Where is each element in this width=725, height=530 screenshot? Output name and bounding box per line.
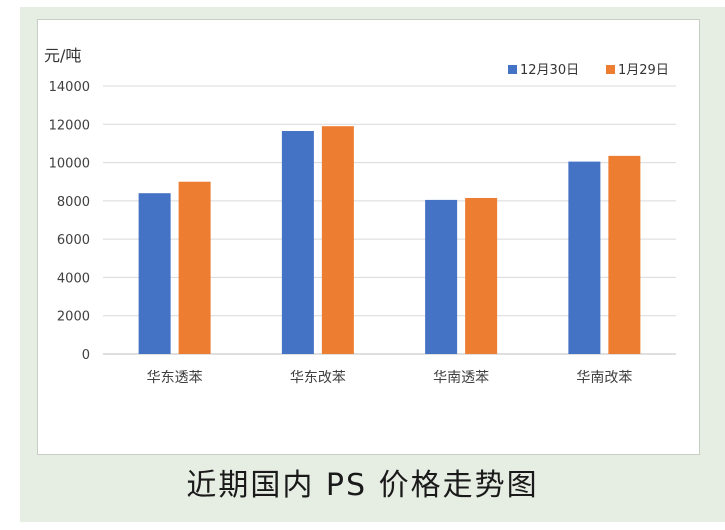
bar [465,197,498,354]
legend-swatch [508,65,517,74]
bar [138,193,171,354]
bar [321,126,354,354]
bar [178,181,211,354]
x-category-label: 华东透苯 [147,369,203,386]
x-axis-categories: 华东透苯 华东改苯 华南透苯 华南改苯 [147,369,633,386]
legend-label: 1月29日 [618,63,669,78]
bar [425,199,458,354]
x-category-label: 华东改苯 [290,369,346,386]
y-tick-label: 8000 [57,195,90,210]
legend-label: 12月30日 [520,63,579,78]
figure-caption: 近期国内 PS 价格走势图 [186,468,539,503]
x-category-label: 华南透苯 [433,369,489,386]
legend-swatch [606,65,615,74]
bar [568,161,601,354]
legend: 12月30日 1月29日 [508,63,669,78]
bar [281,130,314,354]
y-tick-label: 0 [82,348,90,363]
y-tick-label: 6000 [57,233,90,248]
bar [608,155,641,354]
y-tick-label: 12000 [49,118,90,133]
bars [138,126,641,354]
x-category-label: 华南改苯 [576,369,632,386]
y-tick-label: 10000 [49,157,90,172]
y-tick-label: 2000 [57,310,90,325]
y-axis-ticks: 0 2000 4000 6000 8000 10000 12000 14000 [49,80,90,363]
y-tick-label: 14000 [49,80,90,95]
y-axis-unit-label: 元/吨 [44,46,81,65]
y-tick-label: 4000 [57,271,90,286]
